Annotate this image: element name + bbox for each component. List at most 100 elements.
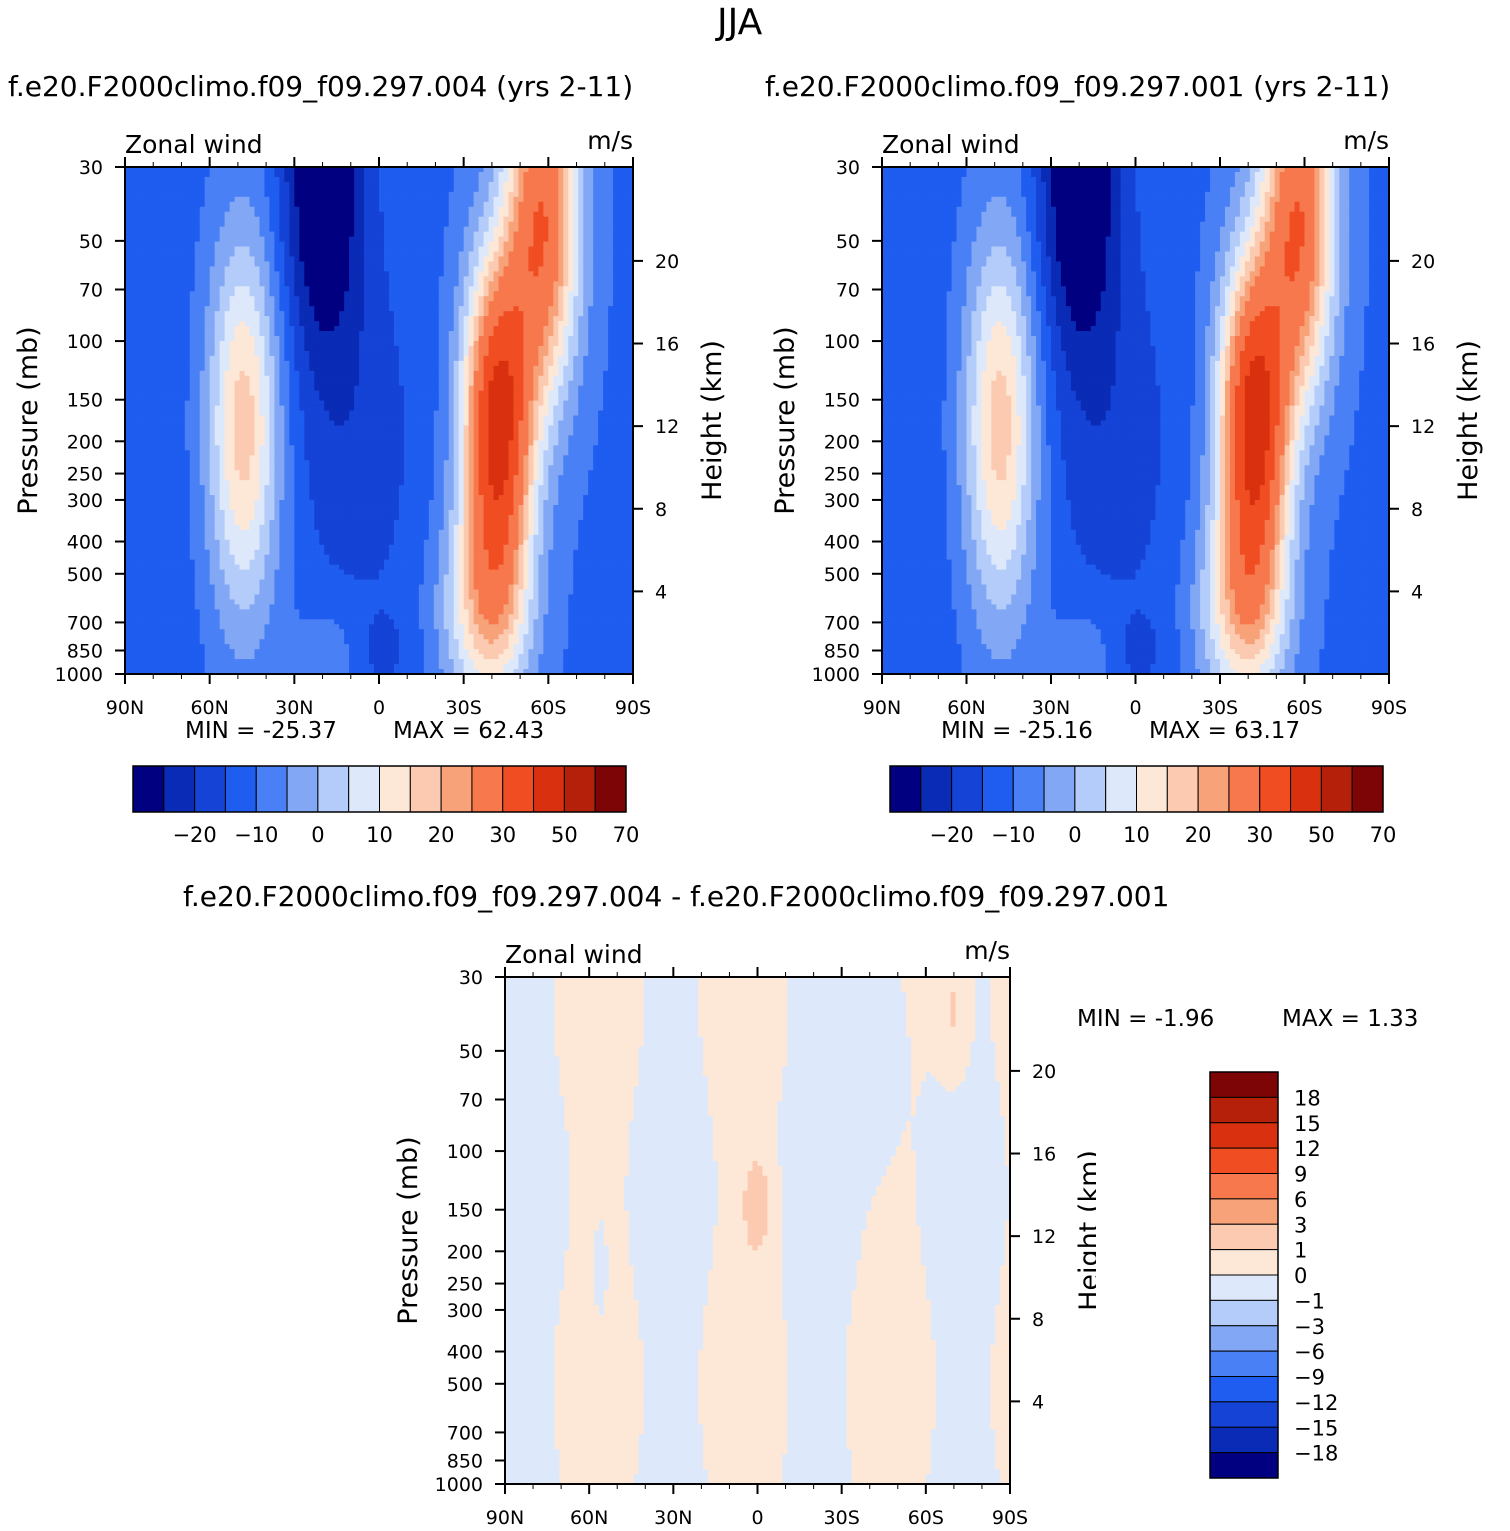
- heatmap-cell: [433, 246, 440, 253]
- heatmap-cell: [618, 350, 624, 357]
- heatmap-cell: [179, 365, 186, 372]
- heatmap-cell: [523, 211, 530, 218]
- heatmap-cell: [244, 206, 251, 213]
- heatmap-cell: [179, 271, 186, 277]
- heatmap-cell: [523, 291, 530, 297]
- heatmap-cell: [603, 340, 609, 347]
- heatmap-cell: [134, 251, 141, 258]
- heatmap-cell: [344, 336, 350, 342]
- heatmap-cell: [498, 360, 505, 367]
- heatmap-cell: [518, 186, 525, 193]
- heatmap-cell: [364, 201, 370, 208]
- heatmap-cell: [174, 370, 181, 377]
- heatmap-cell: [613, 281, 619, 287]
- heatmap-cell: [528, 167, 534, 173]
- heatmap-cell: [234, 171, 241, 178]
- heatmap-cell: [174, 385, 181, 392]
- heatmap-cell: [493, 296, 500, 302]
- heatmap-cell: [408, 167, 415, 173]
- heatmap-cell: [473, 365, 480, 372]
- heatmap-cell: [219, 261, 226, 268]
- heatmap-cell: [558, 316, 564, 322]
- heatmap-cell: [563, 266, 569, 272]
- heatmap-cell: [289, 331, 295, 337]
- heatmap-cell: [493, 206, 500, 213]
- heatmap-cell: [613, 336, 619, 342]
- heatmap-cell: [443, 251, 450, 258]
- heatmap-cell: [224, 405, 231, 412]
- heatmap-cell: [623, 276, 629, 282]
- heatmap-cell: [359, 201, 365, 208]
- heatmap-cell: [468, 251, 475, 258]
- heatmap-cell: [249, 201, 256, 208]
- heatmap-cell: [528, 291, 534, 297]
- heatmap-cell: [199, 360, 206, 367]
- heatmap-cell: [164, 375, 171, 382]
- heatmap-cell: [478, 266, 485, 272]
- heatmap-cell: [593, 365, 599, 372]
- heatmap-cell: [438, 186, 445, 193]
- heatmap-cell: [274, 216, 280, 223]
- heatmap-cell: [533, 211, 539, 218]
- heatmap-cell: [423, 261, 430, 268]
- heatmap-cell: [553, 236, 559, 243]
- heatmap-cell: [274, 375, 280, 382]
- heatmap-cell: [398, 336, 405, 342]
- heatmap-cell: [503, 380, 510, 387]
- heatmap-cell: [418, 291, 425, 297]
- heatmap-cell: [174, 326, 181, 332]
- heatmap-cell: [518, 380, 525, 387]
- heatmap-cell: [319, 226, 325, 233]
- heatmap-cell: [134, 345, 141, 352]
- heatmap-cell: [129, 400, 136, 407]
- heatmap-cell: [568, 276, 574, 282]
- heatmap-cell: [383, 216, 390, 223]
- heatmap-cell: [493, 321, 500, 327]
- heatmap-cell: [608, 261, 614, 268]
- heatmap-cell: [184, 191, 191, 198]
- heatmap-cell: [508, 196, 515, 203]
- heatmap-cell: [413, 211, 420, 218]
- heatmap-cell: [578, 171, 584, 178]
- heatmap-cell: [543, 326, 549, 332]
- heatmap-cell: [623, 236, 629, 243]
- heatmap-cell: [259, 261, 266, 268]
- heatmap-cell: [468, 296, 475, 302]
- heatmap-cell: [349, 355, 355, 362]
- heatmap-cell: [184, 345, 191, 352]
- heatmap-cell: [364, 326, 370, 332]
- heatmap-cells: [125, 167, 634, 675]
- heatmap-cell: [488, 286, 495, 292]
- heatmap-cell: [433, 380, 440, 387]
- heatmap-cell: [254, 296, 261, 302]
- heatmap-cell: [513, 326, 520, 332]
- heatmap-cell: [588, 301, 594, 307]
- heatmap-cell: [184, 405, 191, 412]
- heatmap-cell: [418, 216, 425, 223]
- heatmap-cell: [513, 331, 520, 337]
- heatmap-cell: [229, 256, 236, 263]
- heatmap-cell: [498, 385, 505, 392]
- heatmap-cell: [593, 276, 599, 282]
- heatmap-cell: [573, 186, 579, 193]
- heatmap-cell: [319, 360, 325, 367]
- heatmap-cell: [398, 167, 405, 173]
- heatmap-cell: [279, 350, 285, 357]
- heatmap-cell: [458, 211, 465, 218]
- heatmap-cell: [209, 281, 216, 287]
- heatmap-cell: [234, 216, 241, 223]
- heatmap-cell: [304, 236, 310, 243]
- heatmap-cell: [598, 251, 604, 258]
- heatmap-cell: [443, 385, 450, 392]
- heatmap-cell: [558, 326, 564, 332]
- heatmap-cell: [413, 400, 420, 407]
- heatmap-cell: [518, 236, 525, 243]
- heatmap-cell: [433, 350, 440, 357]
- heatmap-cell: [393, 321, 400, 327]
- heatmap-cell: [593, 355, 599, 362]
- heatmap-cell: [204, 256, 211, 263]
- heatmap-cell: [448, 261, 455, 268]
- heatmap-cell: [164, 370, 171, 377]
- heatmap-cell: [548, 365, 554, 372]
- heatmap-cell: [264, 191, 271, 198]
